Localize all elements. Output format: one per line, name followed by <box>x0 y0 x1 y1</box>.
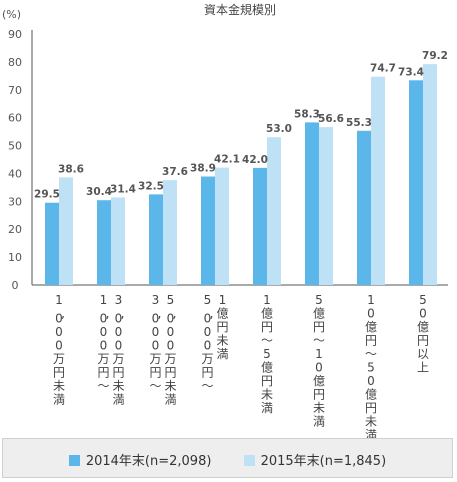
y-tick-label: 0 <box>12 279 19 292</box>
bar-2015 <box>319 127 333 285</box>
y-tick-label: 80 <box>8 56 22 69</box>
x-tick-label: 5 0 億円以上 <box>417 293 429 375</box>
y-axis-unit-label: (%) <box>2 8 21 21</box>
bar-value-label: 30.4 <box>86 186 112 198</box>
bar-value-label: 56.6 <box>318 113 344 125</box>
legend-item-2014: 2014年末(n=2,098) <box>68 450 212 469</box>
bar-2014 <box>149 194 163 285</box>
bar-value-label: 42.1 <box>214 154 240 166</box>
chart-title: 資本金規模別 <box>204 2 276 17</box>
chart-data-labels: 29.5 30.4 32.5 38.9 42.0 58.3 55.3 73.4 38.6 31.4… <box>34 50 448 201</box>
bar-value-label: 38.6 <box>58 163 84 175</box>
bar-2014 <box>305 122 319 285</box>
legend-label-2015: 2015年末(n=1,845) <box>260 454 387 469</box>
bar-value-label: 53.0 <box>266 123 292 135</box>
bar-2014 <box>409 80 423 285</box>
y-tick-label: 10 <box>8 251 22 264</box>
x-tick-label: 3,0 0 0 万円未満 <box>112 293 124 407</box>
bar-value-label: 31.4 <box>110 183 136 195</box>
legend-swatch-2014 <box>68 455 80 466</box>
bar-2014 <box>97 200 111 285</box>
bar-value-label: 79.2 <box>422 50 448 62</box>
bar-value-label: 73.4 <box>398 66 424 78</box>
x-tick-label: 5 億円～ 1 0 億円未満 <box>313 293 325 429</box>
y-tick-label: 40 <box>8 167 22 180</box>
x-tick-label: 1,0 0 0 万円未満 <box>53 293 65 407</box>
bar-2015 <box>163 180 177 285</box>
bar-2014 <box>253 167 267 285</box>
x-tick-label: 5,0 0 0 万円未満 <box>164 293 176 407</box>
bar-value-label: 74.7 <box>370 63 396 75</box>
bar-2015 <box>371 76 385 285</box>
bar-2014 <box>201 176 215 285</box>
x-tick-label: 1,0 0 0 万円～ <box>97 293 109 393</box>
x-tick-label: 1 億円～ 5 億円未満 <box>261 293 273 415</box>
x-tick-label: 5,0 0 0 万円～ <box>201 293 213 393</box>
bar-value-label: 38.9 <box>190 163 216 175</box>
x-tick-label: 3,0 0 0 万円～ <box>149 293 161 393</box>
y-tick-label: 50 <box>8 140 22 153</box>
y-tick-label: 70 <box>8 84 22 97</box>
bar-value-label: 32.5 <box>138 180 164 192</box>
bar-2014 <box>357 130 371 285</box>
bar-value-label: 42.0 <box>242 154 268 166</box>
y-tick-label: 60 <box>8 112 22 125</box>
bar-2014 <box>45 202 59 285</box>
legend-item-2015: 2015年末(n=1,845) <box>243 450 387 469</box>
bar-2015 <box>423 64 437 286</box>
bar-value-label: 37.6 <box>162 166 188 178</box>
y-tick-label: 30 <box>8 195 22 208</box>
bar-2015 <box>111 197 125 285</box>
y-tick-label: 90 <box>8 28 22 41</box>
chart-legend: 2014年末(n=2,098) 2015年末(n=1,845) <box>2 438 453 478</box>
legend-swatch-2015 <box>243 455 255 466</box>
x-tick-label: 1 0 億円～ 5 0 億円未満 <box>365 293 377 438</box>
legend-label-2014: 2014年末(n=2,098) <box>85 454 212 469</box>
bar-value-label: 55.3 <box>346 117 372 129</box>
x-tick-label: 1 億円未満 <box>216 293 228 361</box>
chart-bars <box>45 64 437 286</box>
bar-value-label: 58.3 <box>294 108 320 120</box>
bar-2015 <box>267 137 281 285</box>
y-tick-label: 20 <box>8 223 22 236</box>
bar-2015 <box>59 177 73 285</box>
bar-2015 <box>215 167 229 285</box>
bar-value-label: 29.5 <box>34 189 60 201</box>
